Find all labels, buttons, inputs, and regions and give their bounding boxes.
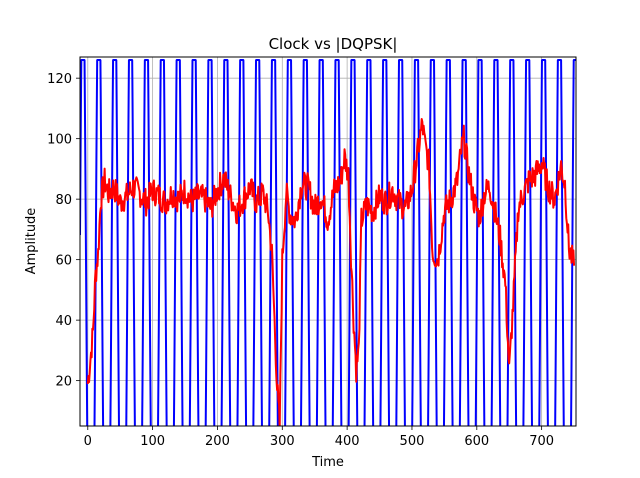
x-tick-label: 300	[270, 434, 295, 449]
x-tick-label: 600	[464, 434, 489, 449]
x-axis: 0 100 200 300 400 500 600 700	[84, 426, 554, 449]
y-tick-label: 100	[47, 133, 72, 148]
y-tick-label: 120	[47, 72, 72, 87]
dqpsk-series-line	[86, 118, 576, 426]
x-tick-label: 200	[205, 434, 230, 449]
y-tick-label: 20	[55, 375, 72, 390]
y-tick-label: 80	[55, 193, 72, 208]
x-tick-label: 0	[84, 434, 92, 449]
x-axis-label: Time	[311, 455, 344, 470]
x-tick-label: 400	[335, 434, 360, 449]
y-axis: 20 40 60 80 100 120	[47, 72, 80, 390]
y-tick-label: 40	[55, 314, 72, 329]
series-layer	[80, 59, 576, 426]
y-axis-label: Amplitude	[24, 208, 39, 275]
chart-title: Clock vs |DQPSK|	[269, 35, 398, 53]
y-tick-label: 60	[55, 254, 72, 269]
plot-frame	[79, 56, 577, 427]
x-tick-label: 100	[140, 434, 165, 449]
x-tick-label: 500	[400, 434, 425, 449]
plot-area	[80, 59, 576, 426]
clock-series-line	[80, 59, 576, 426]
x-tick-label: 700	[529, 434, 554, 449]
